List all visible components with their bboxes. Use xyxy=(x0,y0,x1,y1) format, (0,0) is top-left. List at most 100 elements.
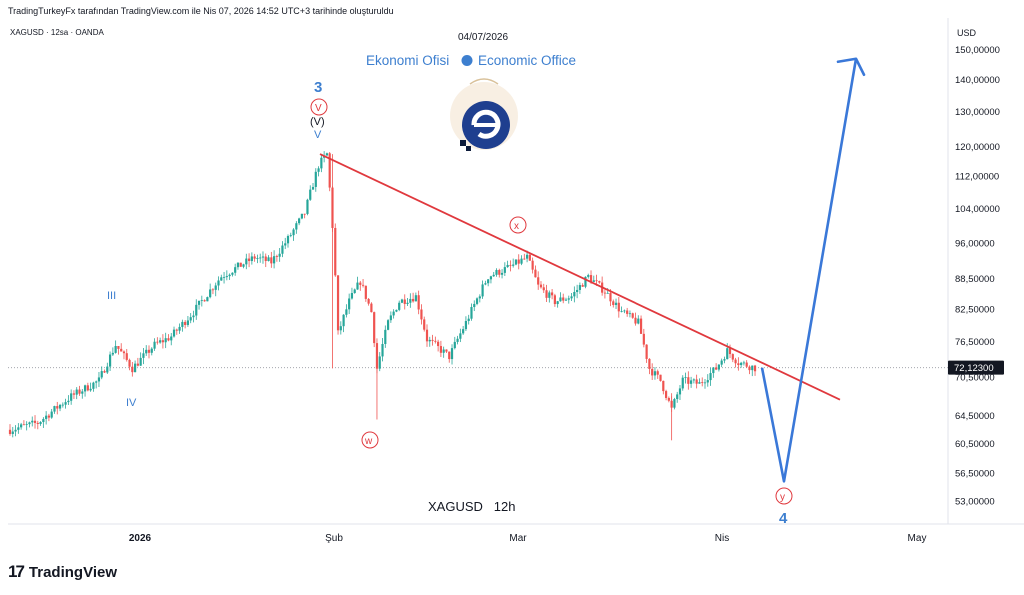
candle-body xyxy=(145,349,148,354)
candle-body xyxy=(20,424,23,428)
economic-office-logo-icon xyxy=(450,78,518,151)
candle-body xyxy=(467,318,470,322)
candle-body xyxy=(320,157,323,169)
candle-body xyxy=(153,341,156,349)
candle-body xyxy=(751,365,754,371)
candle-body xyxy=(398,302,401,310)
price-tick-label: 112,00000 xyxy=(955,172,999,183)
tradingview-logo[interactable]: 17 TradingView xyxy=(8,562,117,582)
candle-body xyxy=(106,366,109,373)
candle-body xyxy=(740,362,743,366)
candle-body xyxy=(753,365,757,372)
price-tick-label: 104,00000 xyxy=(955,204,1000,215)
candle-body xyxy=(250,256,253,262)
price-tick-label: 60,50000 xyxy=(955,439,995,450)
candle-body xyxy=(523,258,526,260)
candle-body xyxy=(528,254,531,261)
candle-body xyxy=(8,429,12,434)
candle-body xyxy=(167,338,170,341)
candle-body xyxy=(542,287,545,291)
candle-body xyxy=(136,363,139,366)
candle-body xyxy=(428,339,431,342)
candle-body xyxy=(381,344,384,357)
projection-path[interactable] xyxy=(760,58,858,483)
candle-body xyxy=(206,297,209,302)
candle-body xyxy=(273,256,276,264)
candle-body xyxy=(117,345,120,349)
candle-body xyxy=(189,317,192,321)
candle-body xyxy=(92,382,95,389)
candle-body xyxy=(234,267,237,273)
price-tick-label: 64,50000 xyxy=(955,411,995,422)
candle-body xyxy=(100,371,103,378)
candle-body xyxy=(564,299,568,301)
candle-body xyxy=(39,422,42,424)
candle-body xyxy=(500,272,504,275)
price-tick-label: 150,00000 xyxy=(955,45,1000,56)
candle-body xyxy=(42,418,45,423)
candle-body xyxy=(456,338,459,342)
candle-body xyxy=(328,153,331,188)
candle-body xyxy=(150,348,153,353)
candle-body xyxy=(551,292,554,296)
time-tick-label: Nis xyxy=(715,533,729,544)
candle-body xyxy=(300,213,303,219)
candle-body xyxy=(589,275,593,282)
candle-body xyxy=(317,168,320,172)
candle-body xyxy=(439,346,442,353)
candle-body xyxy=(131,366,134,373)
candle-body xyxy=(659,374,662,381)
candle-body xyxy=(303,213,306,215)
candle-body xyxy=(409,298,412,303)
candle-body xyxy=(120,348,123,352)
candle-body xyxy=(712,367,715,374)
time-axis[interactable]: 2026 Şub Mar Nis May xyxy=(129,533,927,544)
candle-body xyxy=(742,362,746,364)
candle-body xyxy=(134,363,137,373)
candle-body xyxy=(420,309,423,320)
candle-body xyxy=(70,393,73,401)
candle-body xyxy=(72,393,76,395)
candle-body xyxy=(147,349,151,353)
candle-body xyxy=(214,285,217,290)
wave-label-paren-V: (V) xyxy=(310,116,325,128)
candle-body xyxy=(734,359,737,364)
candle-body xyxy=(637,318,640,324)
candle-body xyxy=(339,326,342,331)
candle-body xyxy=(75,389,78,395)
price-tick-label: 88,50000 xyxy=(955,274,995,285)
candle-body xyxy=(67,400,70,403)
trend-line[interactable] xyxy=(319,153,841,401)
candle-body xyxy=(737,363,740,366)
candle-body xyxy=(553,295,556,305)
candle-body xyxy=(653,371,657,376)
candle-body xyxy=(709,373,712,381)
candle-body xyxy=(236,262,240,268)
candle-body xyxy=(211,289,215,291)
candle-body xyxy=(617,302,620,312)
candle-body xyxy=(164,338,167,343)
candle-body xyxy=(539,284,543,288)
candle-body xyxy=(286,236,290,244)
candle-body xyxy=(728,348,732,355)
candle-body xyxy=(50,411,53,418)
candle-body xyxy=(311,186,315,190)
candle-body xyxy=(645,344,648,359)
candle-body xyxy=(348,298,351,310)
candle-body xyxy=(209,289,212,298)
candle-body xyxy=(53,406,56,412)
candle-body xyxy=(36,422,39,424)
time-tick-label: Mar xyxy=(509,533,527,544)
candle-body xyxy=(378,356,381,369)
candle-body xyxy=(33,420,37,423)
brand-name-en: Economic Office xyxy=(478,53,576,68)
candle-body xyxy=(503,267,506,273)
candle-body xyxy=(512,264,515,266)
price-axis[interactable]: 150,00000 140,00000 130,00000 120,00000 112,… xyxy=(955,45,1000,507)
candle-body xyxy=(161,340,164,343)
candle-body xyxy=(506,264,509,268)
candle-body xyxy=(264,256,267,262)
candle-body xyxy=(609,292,612,302)
candle-body xyxy=(442,349,445,353)
